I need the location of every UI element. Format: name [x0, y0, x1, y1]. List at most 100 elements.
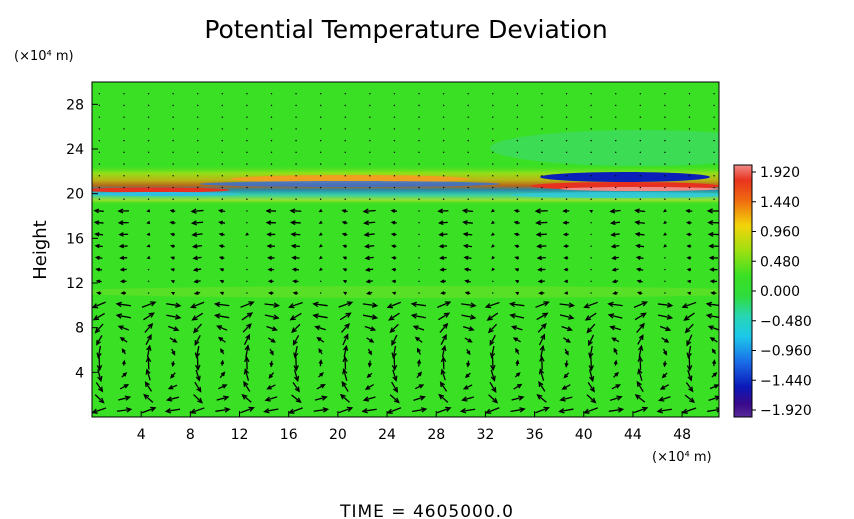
- vector-arrow: [263, 408, 279, 414]
- vector-arrow: [635, 255, 644, 260]
- vector-arrow: [436, 406, 452, 414]
- vector-arrow: [558, 408, 574, 414]
- vector-dot: [98, 186, 101, 189]
- vector-dot: [295, 175, 297, 177]
- x-tick-label: 4: [137, 427, 146, 443]
- vector-arrow: [466, 348, 471, 356]
- vector-arrow: [342, 244, 348, 249]
- vector-arrow: [146, 220, 151, 225]
- vector-arrow: [191, 243, 203, 249]
- x-tick-label: 36: [526, 427, 544, 443]
- vector-dot: [123, 186, 125, 189]
- vector-dot: [664, 268, 666, 271]
- vector-dot: [467, 198, 469, 200]
- vector-dot: [369, 175, 371, 177]
- vector-dot: [418, 268, 420, 271]
- vector-arrow: [213, 301, 230, 308]
- vector-arrow: [484, 301, 500, 309]
- vector-arrow: [487, 323, 498, 334]
- vector-dot: [123, 139, 125, 142]
- vector-arrow: [484, 407, 500, 414]
- vector-dot: [664, 198, 666, 200]
- vector-dot: [541, 128, 543, 130]
- vector-arrow: [662, 360, 667, 368]
- vector-arrow: [491, 255, 495, 260]
- x-axis: 4 8 12 16 20 24 28 32 36 40 44 48: [137, 411, 691, 443]
- vector-arrow: [269, 360, 274, 368]
- vector-arrow: [589, 209, 593, 213]
- vector-arrow: [461, 396, 475, 402]
- vector-dot: [590, 163, 592, 165]
- vector-arrow: [513, 209, 520, 213]
- vector-arrow: [685, 208, 693, 214]
- vector-arrow: [562, 220, 570, 225]
- vector-dot: [344, 198, 346, 200]
- vector-arrow: [440, 355, 447, 370]
- vector-arrow: [342, 256, 347, 260]
- vector-dot: [369, 139, 371, 142]
- vector-arrow: [711, 348, 717, 355]
- vector-dot: [246, 198, 248, 200]
- vector-dot: [319, 280, 322, 283]
- vector-dot: [197, 151, 199, 154]
- vector-arrow: [289, 312, 302, 321]
- vector-arrow: [684, 323, 694, 334]
- vector-arrow: [636, 322, 645, 333]
- vector-dot: [615, 128, 617, 130]
- vector-arrow: [486, 312, 499, 321]
- vector-dot: [221, 116, 224, 118]
- vector-arrow: [491, 267, 495, 272]
- x-tick-label: 16: [280, 427, 298, 443]
- vector-arrow: [684, 394, 696, 404]
- vector-arrow: [539, 355, 545, 370]
- vector-dot: [147, 128, 150, 130]
- vector-dot: [393, 151, 396, 154]
- vector-dot: [369, 151, 371, 154]
- vector-arrow: [169, 337, 178, 343]
- vector-dot: [418, 186, 420, 189]
- vector-arrow: [318, 359, 323, 367]
- vector-dot: [98, 128, 101, 130]
- vector-arrow: [313, 407, 330, 413]
- vector-arrow: [633, 406, 649, 414]
- vector-dot: [246, 128, 248, 130]
- vector-arrow: [663, 232, 667, 236]
- vector-dot: [492, 175, 494, 177]
- vector-arrow: [141, 301, 157, 308]
- vector-dot: [639, 139, 642, 142]
- vector-arrow: [194, 381, 202, 393]
- vector-arrow: [635, 267, 644, 272]
- vector-dot: [541, 151, 543, 154]
- vector-arrow: [170, 256, 175, 260]
- vector-dot: [319, 93, 322, 95]
- vector-dot: [541, 93, 543, 95]
- field-feature: [92, 187, 230, 193]
- vector-arrow: [438, 243, 448, 249]
- vector-arrow: [609, 325, 622, 331]
- field-feature: [92, 286, 719, 298]
- vector-arrow: [562, 232, 569, 237]
- vector-dot: [319, 128, 322, 130]
- vector-dot: [344, 175, 346, 177]
- vector-arrow: [708, 243, 719, 249]
- vector-dot: [664, 151, 666, 154]
- vector-arrow: [634, 312, 647, 321]
- vector-dot: [418, 280, 420, 283]
- vector-dot: [565, 186, 568, 189]
- vector-dot: [270, 116, 273, 118]
- vector-dot: [492, 186, 494, 189]
- vector-arrow: [94, 323, 104, 334]
- vector-arrow: [636, 279, 643, 284]
- vector-arrow: [707, 220, 719, 226]
- vector-dot: [270, 198, 273, 200]
- vector-dot: [492, 93, 494, 95]
- vector-arrow: [170, 372, 176, 379]
- vector-arrow: [95, 267, 103, 272]
- vector-arrow: [511, 395, 525, 401]
- vector-dot: [147, 198, 150, 200]
- vector-arrow: [316, 384, 326, 390]
- vector-arrow: [312, 313, 328, 319]
- vector-dot: [369, 186, 371, 189]
- vector-dot: [590, 268, 592, 271]
- vector-arrow: [416, 358, 422, 367]
